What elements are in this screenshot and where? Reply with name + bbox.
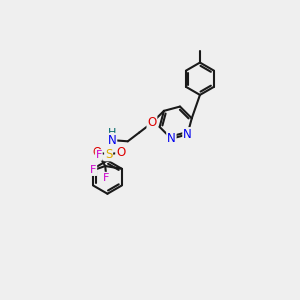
Text: S: S bbox=[105, 148, 112, 160]
Text: F: F bbox=[90, 165, 96, 175]
Text: O: O bbox=[92, 146, 101, 159]
Text: N: N bbox=[108, 134, 116, 147]
Text: O: O bbox=[116, 146, 125, 159]
Text: N: N bbox=[183, 128, 192, 141]
Text: F: F bbox=[103, 172, 110, 183]
Text: N: N bbox=[167, 132, 176, 145]
Text: H: H bbox=[108, 128, 116, 138]
Text: F: F bbox=[96, 150, 102, 160]
Text: O: O bbox=[147, 116, 157, 129]
